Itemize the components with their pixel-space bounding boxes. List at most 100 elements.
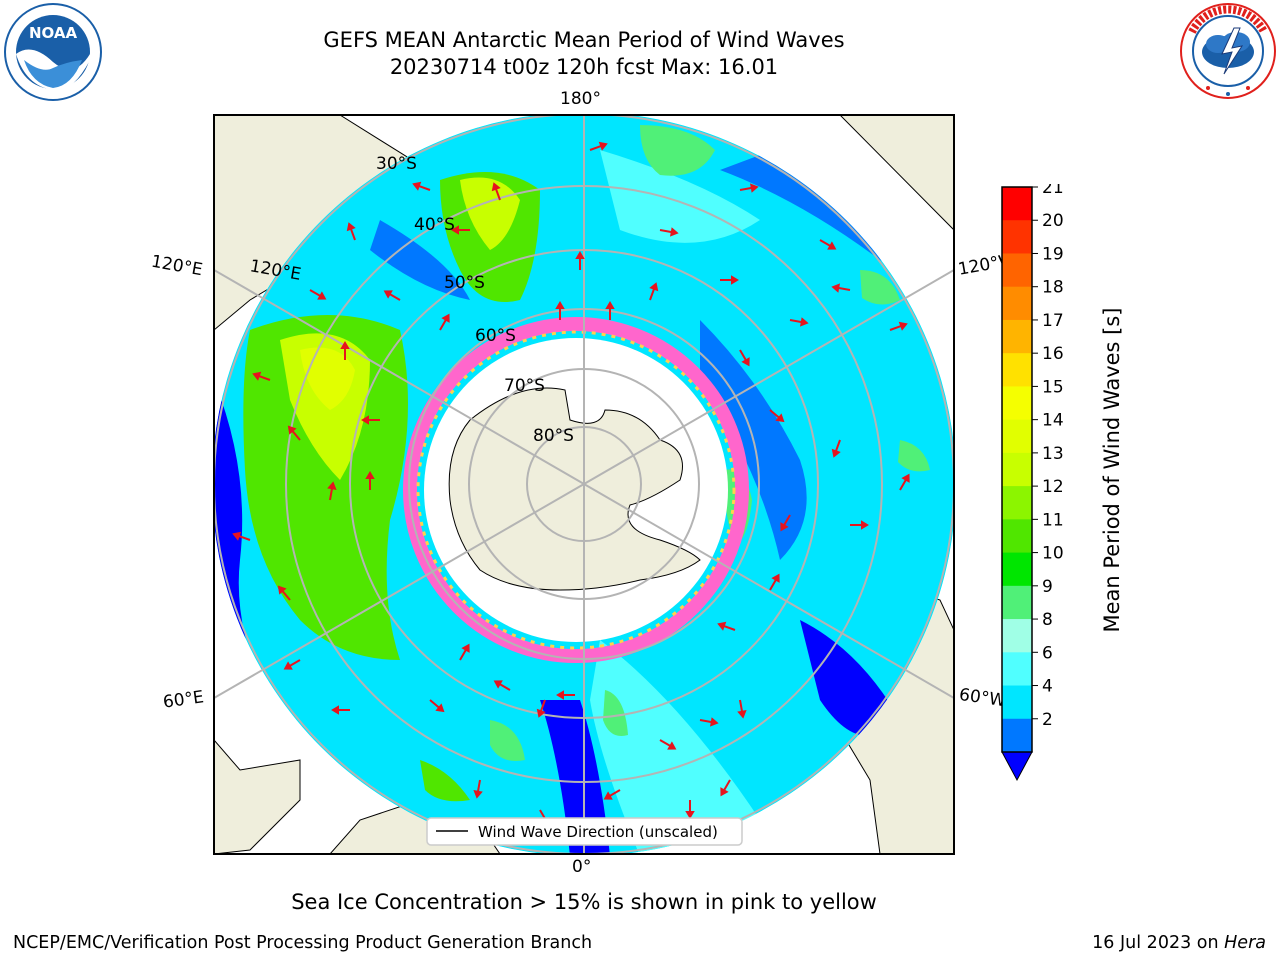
colorbar-swatch [1002, 187, 1032, 221]
arrow [769, 573, 780, 591]
colorbar-tick-label: 20 [1042, 211, 1064, 231]
field-blue-2 [540, 700, 610, 854]
graticule [214, 115, 954, 854]
colorbar-swatch [1002, 718, 1032, 753]
noaa-logo: NOAA [4, 3, 102, 101]
colorbar-swatch [1002, 619, 1032, 653]
footer-machine: Hera [1224, 933, 1266, 953]
lat-label-60s: 60°S [475, 326, 516, 346]
field-green-6 [860, 270, 900, 305]
field-yellow-2 [460, 177, 520, 250]
colorbar-swatch [1002, 452, 1032, 487]
arrow [252, 371, 271, 381]
field-green-9 [490, 720, 525, 761]
arrow [491, 182, 501, 201]
lat-label-50s: 50°S [444, 273, 485, 293]
nws-logo [1180, 3, 1276, 99]
colorbar-tick-label: 19 [1042, 244, 1064, 264]
colorbar-swatch [1002, 519, 1032, 554]
arrow [685, 800, 695, 819]
arrow [659, 739, 677, 750]
lat-label-30s: 30°S [376, 154, 417, 174]
colorbar-label: Mean Period of Wind Waves [s] [1100, 307, 1124, 633]
colorbar-tick-label: 17 [1042, 311, 1064, 331]
arrow [739, 183, 759, 193]
colorbar-tick-label: 8 [1042, 610, 1053, 630]
arrow [659, 227, 679, 237]
lat-label-70s: 70°S [504, 376, 545, 396]
polar-map: 120°E 30°S 40°S 50°S 60°S 70°S 80°S Wind… [213, 114, 955, 855]
colorbar-tick-label: 2 [1042, 710, 1053, 730]
colorbar-tick-label: 13 [1042, 444, 1064, 464]
arrow [889, 321, 908, 331]
arrow [429, 699, 445, 713]
arrow [459, 643, 470, 661]
arrow [737, 699, 747, 719]
noaa-logo-text: NOAA [29, 24, 78, 42]
colorbar-tick-label: 12 [1042, 477, 1064, 497]
arrow [451, 225, 470, 235]
map-frame [213, 114, 955, 855]
arrow [649, 282, 659, 301]
arrow [699, 717, 719, 727]
legend-label: Wind Wave Direction (unscaled) [478, 823, 718, 841]
arrow [831, 283, 851, 293]
arrow [331, 705, 350, 715]
footer-organization: NCEP/EMC/Verification Post Processing Pr… [13, 933, 593, 953]
colorbar-swatch [1002, 652, 1032, 687]
arrow [232, 531, 251, 541]
arrow [575, 251, 585, 270]
legend-box [426, 817, 743, 846]
colorbar-swatch [1002, 220, 1032, 254]
arrow [439, 313, 450, 331]
lat-label-80s: 80°S [533, 426, 574, 446]
colorbar-tick-label: 15 [1042, 377, 1064, 397]
colorbar-tick-label: 21 [1042, 184, 1064, 198]
colorbar-swatch [1002, 286, 1032, 321]
lon-label-bottom: 0° [572, 857, 592, 877]
field-green-10 [603, 690, 628, 736]
colorbar-swatch [1002, 486, 1032, 520]
arrow [789, 317, 809, 327]
sea-ice-note: Sea Ice Concentration > 15% is shown in … [291, 890, 877, 914]
arrow [283, 659, 301, 670]
arrow [327, 481, 337, 501]
arrow [412, 181, 431, 191]
colorbar-tick-label: 14 [1042, 411, 1064, 431]
arrow [720, 275, 739, 285]
lat-label-40s: 40°S [414, 215, 455, 235]
arrow [493, 680, 511, 691]
arrow [556, 690, 575, 700]
colorbar-swatch [1002, 419, 1032, 454]
arrow [717, 621, 736, 631]
colorbar-swatch [1002, 253, 1032, 288]
sea-ice-ring-inner [416, 330, 736, 650]
arrow [850, 520, 869, 530]
arrow [287, 425, 301, 441]
colorbar-tick-label: 9 [1042, 577, 1053, 597]
footer-date: 16 Jul 2023 on Hera [1092, 933, 1266, 953]
arrow [383, 290, 401, 301]
arrow [277, 585, 291, 601]
colorbar-tick-label: 11 [1042, 510, 1064, 530]
arrow [780, 514, 791, 532]
arrow [473, 779, 483, 799]
arrow [720, 779, 731, 797]
colorbar-tick-label: 16 [1042, 344, 1064, 364]
colorbar-tick-label: 18 [1042, 278, 1064, 298]
arrow [603, 789, 621, 800]
arrow [605, 301, 615, 320]
lon-label-60e: 60°E [161, 687, 206, 713]
colorbar: 21 20 19 18 17 16 15 14 13 12 11 10 9 8 6 4 2 [1001, 184, 1064, 782]
colorbar-tick-label: 10 [1042, 544, 1064, 564]
arrow [589, 141, 608, 151]
field-green-7 [898, 440, 930, 472]
land-lower-left [214, 739, 301, 854]
arrow [365, 471, 375, 490]
field-green-4 [640, 125, 715, 176]
arrow [346, 222, 356, 241]
arrow [739, 349, 750, 367]
colorbar-swatch [1002, 353, 1032, 387]
colorbar-swatch [1002, 585, 1032, 620]
arrow [309, 289, 327, 300]
